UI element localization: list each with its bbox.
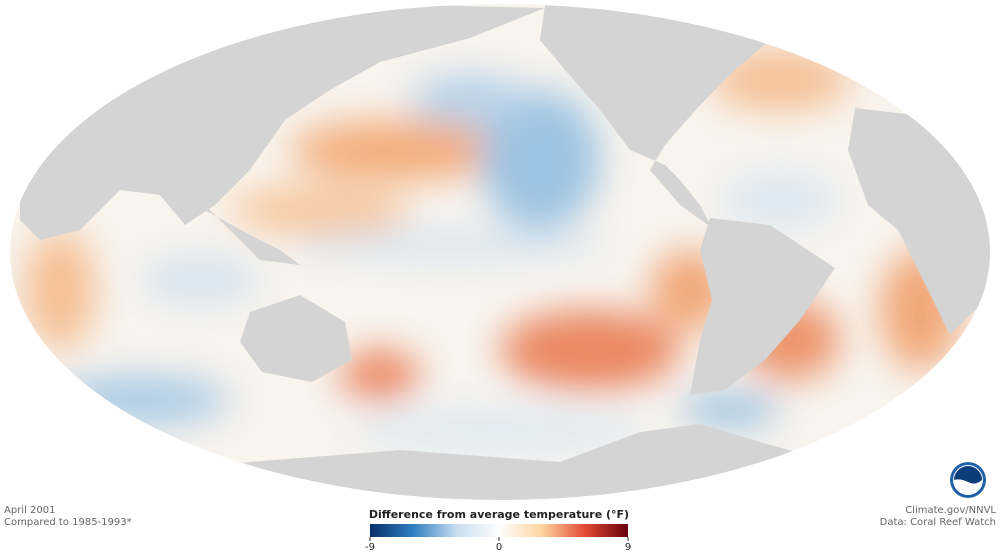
baseline: Compared to 1985-1993*: [4, 517, 132, 528]
colorbar: [370, 524, 628, 537]
colorbar-tick-label: 0: [496, 542, 502, 553]
date: April 2001: [4, 505, 55, 516]
colorbar-tick-label: 9: [625, 542, 631, 553]
globe: [10, 4, 990, 500]
credit: Climate.gov/NNVL: [905, 505, 996, 516]
noaa-logo: [950, 462, 986, 498]
colorbar-tick-label: -9: [365, 542, 375, 553]
legend-title: Difference from average temperature (°F): [369, 508, 629, 521]
source: Data: Coral Reef Watch: [880, 517, 996, 528]
